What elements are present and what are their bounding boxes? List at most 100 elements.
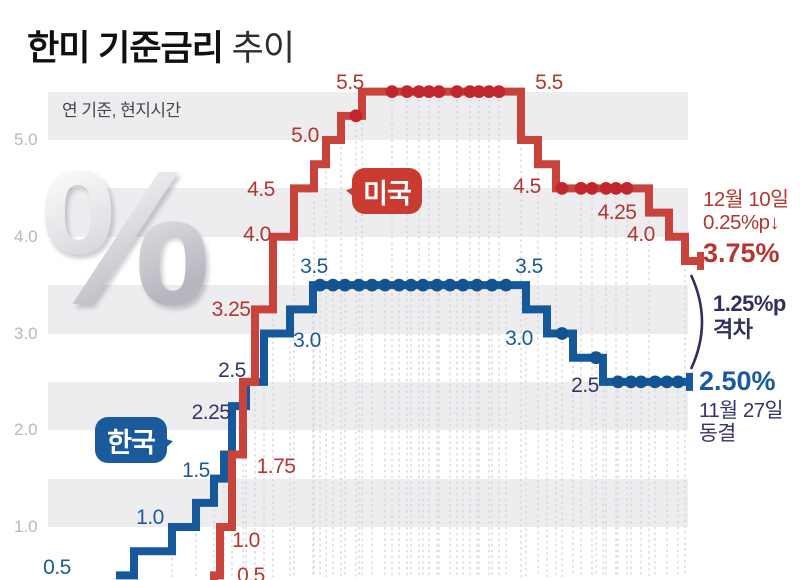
meeting-dot-kr: [338, 278, 352, 292]
rate-value-label: 4.5: [513, 175, 541, 198]
series-label-korea-text: 한국: [107, 427, 156, 458]
rate-value-label: 3.25: [211, 298, 251, 321]
line-endcap-kr: [686, 372, 693, 391]
meeting-dot-us: [599, 181, 613, 195]
meeting-dots: [313, 85, 685, 389]
rate-value-label: 0.5: [237, 564, 265, 580]
series-label-us: 미국: [334, 168, 422, 214]
rate-value-label: 1.5: [182, 459, 210, 482]
gap-value: 1.25%p: [713, 291, 786, 316]
rate-value-label: 5.5: [535, 71, 563, 94]
meeting-dot-us: [463, 85, 477, 99]
meeting-dot-us: [492, 85, 506, 99]
title-regular: 추이: [222, 29, 295, 68]
meeting-dot-kr: [416, 278, 430, 292]
us-current-rate: 3.75%: [703, 237, 780, 268]
us-rate-annotation: 12월 10일 0.25%p↓ 3.75%: [703, 188, 789, 268]
korea-decision-date: 11월 27일: [699, 399, 784, 423]
rate-value-label: 3.5: [515, 255, 543, 278]
meeting-dot-kr: [365, 278, 379, 292]
series-label-us-text: 미국: [363, 178, 412, 209]
meeting-dot-kr: [555, 327, 569, 340]
meeting-dot-us: [400, 85, 414, 99]
meeting-dot-kr: [313, 278, 327, 292]
rate-step-lines: [116, 87, 704, 580]
meeting-dot-kr: [392, 278, 406, 292]
meeting-dot-us: [472, 85, 486, 99]
meeting-dot-kr: [624, 375, 638, 389]
korea-current-rate: 2.50%: [699, 366, 776, 396]
page-title: 한미 기준금리 추이: [27, 20, 295, 71]
meeting-dot-us: [574, 181, 588, 195]
dashed-gridlines: [133, 99, 686, 577]
meeting-dot-kr: [430, 278, 444, 292]
meeting-dot-kr: [485, 278, 499, 292]
meeting-dot-us: [450, 85, 464, 99]
meeting-dot-us: [412, 85, 426, 99]
meeting-dot-kr: [660, 375, 674, 389]
y-axis-tick-label: 2.0: [14, 420, 38, 440]
rate-value-label: 1.0: [136, 506, 164, 529]
meeting-dot-kr: [404, 278, 418, 292]
meeting-dot-us: [555, 181, 569, 195]
us-decision-date: 12월 10일: [703, 188, 789, 211]
meeting-dot-kr: [634, 375, 648, 389]
series-label-korea: 한국: [95, 417, 185, 463]
meeting-dot-kr: [589, 351, 603, 365]
meeting-dot-kr: [470, 278, 484, 292]
rate-value-label: 3.0: [505, 327, 533, 350]
us-rate-change: 0.25%p↓: [703, 210, 780, 234]
gap-bracket: [689, 274, 704, 370]
meeting-dot-kr: [456, 278, 470, 292]
rate-value-label: 2.5: [218, 359, 246, 382]
meeting-dot-kr: [499, 278, 513, 292]
y-axis-tick-label: 1.0: [14, 517, 38, 536]
rate-value-label: 0.5: [43, 556, 71, 579]
rate-value-label: 4.25: [597, 201, 637, 224]
gap-label: 격차: [713, 317, 753, 343]
background-stripe: [48, 478, 688, 527]
rate-value-label: 4.5: [247, 178, 275, 201]
meeting-dot-kr: [352, 278, 366, 292]
meeting-dot-kr: [443, 278, 457, 292]
meeting-dot-kr: [326, 278, 340, 292]
rate-value-label: 4.0: [627, 223, 655, 246]
meeting-dot-us: [349, 109, 363, 123]
meeting-dot-us: [482, 85, 496, 99]
title-bold: 한미 기준금리: [27, 29, 224, 68]
background-stripe: [48, 285, 688, 334]
korea-rate-status: 동결: [699, 422, 736, 446]
rate-value-label: 3.5: [300, 255, 328, 278]
rate-value-label: 5.0: [291, 124, 319, 147]
meeting-dot-kr: [378, 278, 392, 292]
meeting-dot-us: [422, 85, 436, 99]
y-axis-tick-label: 4.0: [14, 226, 38, 246]
percent-watermark: %: [40, 130, 211, 345]
line-endcap-us: [697, 251, 704, 270]
rate-value-label: 2.25: [191, 401, 231, 424]
bubble-tail-us: [334, 179, 365, 203]
rate-value-label: 5.5: [336, 71, 364, 94]
rate-value-label: 2.5: [571, 374, 599, 397]
meeting-dot-us: [385, 85, 399, 99]
meeting-dot-us: [432, 85, 446, 99]
y-axis-tick-label: 5.0: [14, 130, 38, 149]
meeting-dot-kr: [611, 375, 625, 389]
rate-value-label: 1.0: [232, 529, 260, 552]
chart-subtitle: 연 기준, 현지시간: [62, 101, 181, 120]
meeting-dot-us: [620, 181, 634, 195]
rate-gap-annotation: 1.25%p 격차: [713, 291, 786, 344]
background-stripe: [48, 91, 688, 140]
korea-rate-annotation: 2.50% 11월 27일 동결: [699, 366, 784, 446]
rate-value-label: 4.0: [243, 223, 271, 246]
meeting-dot-kr: [648, 375, 662, 389]
meeting-dot-us: [585, 181, 599, 195]
rate-line-us: [210, 87, 701, 580]
rate-value-label: 1.75: [256, 455, 296, 478]
rate-value-label: 3.0: [293, 329, 321, 352]
meeting-dot-us: [609, 181, 623, 195]
y-axis-tick-label: 3.0: [14, 323, 38, 343]
meeting-dot-kr: [671, 375, 685, 389]
